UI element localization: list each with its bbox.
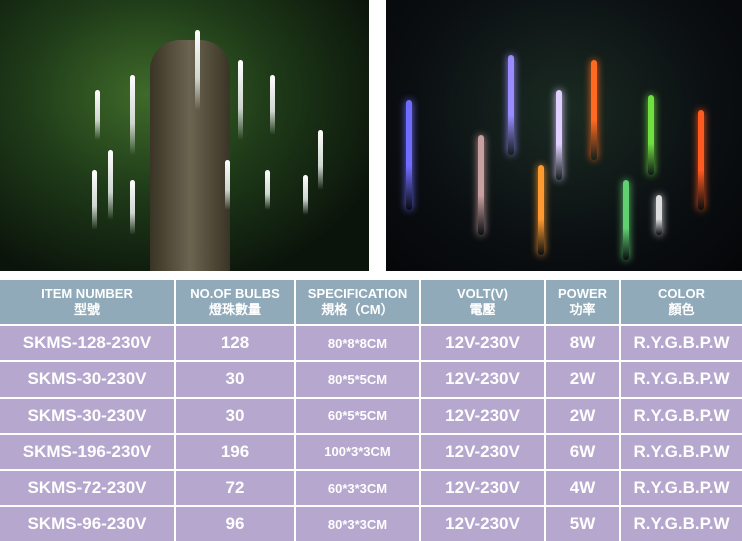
white-tube-light: [108, 150, 113, 220]
cell-item-number: SKMS-30-230V: [0, 360, 176, 398]
white-tube-light: [95, 90, 100, 140]
colored-tube-light: [508, 55, 514, 155]
header-en: SPECIFICATION: [307, 286, 408, 301]
white-tube-light: [130, 75, 135, 155]
white-tube-light: [92, 170, 97, 230]
table-row: SKMS-128-230V 128 80*8*8CM 12V-230V 8W R.Y.G.…: [0, 323, 742, 362]
cell-color: R.Y.G.B.P.W: [620, 432, 742, 471]
cell-color: R.Y.G.B.P.W: [620, 360, 742, 398]
cell-volt: 12V-230V: [420, 505, 546, 541]
cell-volt: 12V-230V: [420, 396, 546, 434]
header-color: COLOR 顏色: [620, 280, 742, 325]
cell-bulbs: 30: [175, 360, 296, 398]
cell-power: 8W: [545, 323, 621, 362]
white-tube-light: [195, 30, 200, 110]
cell-volt: 12V-230V: [420, 360, 546, 398]
cell-specification: 80*5*5CM: [295, 360, 421, 398]
cell-power: 2W: [545, 360, 621, 398]
header-en: ITEM NUMBER: [41, 286, 133, 301]
cell-bulbs: 196: [175, 432, 296, 471]
header-zh: 燈珠數量: [208, 302, 261, 317]
tree-photo: [0, 0, 369, 271]
white-tube-light: [265, 170, 270, 210]
header-zh: 規格（CM）: [321, 302, 394, 317]
header-bulbs: NO.OF BULBS 燈珠數量: [175, 280, 296, 325]
cell-bulbs: 72: [175, 469, 296, 507]
cell-color: R.Y.G.B.P.W: [620, 505, 742, 541]
cell-bulbs: 96: [175, 505, 296, 541]
table-header-row: ITEM NUMBER 型號 NO.OF BULBS 燈珠數量 SPECIFICATIO…: [0, 280, 742, 325]
colored-tube-light: [623, 180, 629, 260]
cell-item-number: SKMS-72-230V: [0, 469, 176, 507]
tree-trunk: [150, 40, 230, 271]
cell-volt: 12V-230V: [420, 469, 546, 507]
cell-specification: 60*5*5CM: [295, 396, 421, 434]
header-zh: 功率: [569, 302, 596, 317]
white-tube-light: [238, 60, 243, 140]
cell-color: R.Y.G.B.P.W: [620, 469, 742, 507]
cell-power: 5W: [545, 505, 621, 541]
white-tube-light: [318, 130, 323, 190]
header-power: POWER 功率: [545, 280, 621, 325]
header-zh: 電壓: [469, 302, 496, 317]
product-spec-table: ITEM NUMBER 型號 NO.OF BULBS 燈珠數量 SPECIFICATIO…: [0, 280, 742, 541]
colored-tube-light: [698, 110, 704, 210]
cell-specification: 80*3*3CM: [295, 505, 421, 541]
cell-specification: 60*3*3CM: [295, 469, 421, 507]
cell-power: 2W: [545, 396, 621, 434]
colored-tube-light: [591, 60, 597, 160]
white-tube-light: [130, 180, 135, 235]
table-row: SKMS-196-230V 196 100*3*3CM 12V-230V 6W R.Y.G…: [0, 432, 742, 471]
cell-specification: 100*3*3CM: [295, 432, 421, 471]
cell-item-number: SKMS-196-230V: [0, 432, 176, 471]
table-row: SKMS-72-230V 72 60*3*3CM 12V-230V 4W R.Y.G.B.…: [0, 469, 742, 507]
colored-tube-light: [556, 90, 562, 180]
colored-tube-light: [656, 195, 662, 235]
cell-bulbs: 128: [175, 323, 296, 362]
white-tube-light: [303, 175, 308, 215]
table-row: SKMS-30-230V 30 80*5*5CM 12V-230V 2W R.Y.G.B.…: [0, 360, 742, 398]
table-row: SKMS-96-230V 96 80*3*3CM 12V-230V 5W R.Y.G.B.…: [0, 505, 742, 541]
colored-tube-light: [538, 165, 544, 255]
header-en: VOLT(V): [456, 286, 509, 301]
cell-item-number: SKMS-128-230V: [0, 323, 176, 362]
colored-tube-light: [478, 135, 484, 235]
colored-tube-light: [406, 100, 412, 210]
table-row: SKMS-30-230V 30 60*5*5CM 12V-230V 2W R.Y.G.B.…: [0, 396, 742, 434]
header-en: NO.OF BULBS: [190, 286, 280, 301]
cell-volt: 12V-230V: [420, 432, 546, 471]
cell-power: 4W: [545, 469, 621, 507]
cell-color: R.Y.G.B.P.W: [620, 323, 742, 362]
cell-item-number: SKMS-96-230V: [0, 505, 176, 541]
header-specification: SPECIFICATION 規格（CM）: [295, 280, 421, 325]
cell-power: 6W: [545, 432, 621, 471]
cell-color: R.Y.G.B.P.W: [620, 396, 742, 434]
cell-specification: 80*8*8CM: [295, 323, 421, 362]
header-zh: 顏色: [668, 302, 695, 317]
colored-tube-light: [648, 95, 654, 175]
header-zh: 型號: [73, 302, 100, 317]
header-volt: VOLT(V) 電壓: [420, 280, 546, 325]
header-item-number: ITEM NUMBER 型號: [0, 280, 176, 325]
white-tube-light: [270, 75, 275, 135]
cell-item-number: SKMS-30-230V: [0, 396, 176, 434]
header-en: POWER: [557, 286, 608, 301]
header-en: COLOR: [658, 286, 705, 301]
cell-bulbs: 30: [175, 396, 296, 434]
white-tube-light: [225, 160, 230, 210]
colored-lights-photo: [386, 0, 742, 271]
cell-volt: 12V-230V: [420, 323, 546, 362]
